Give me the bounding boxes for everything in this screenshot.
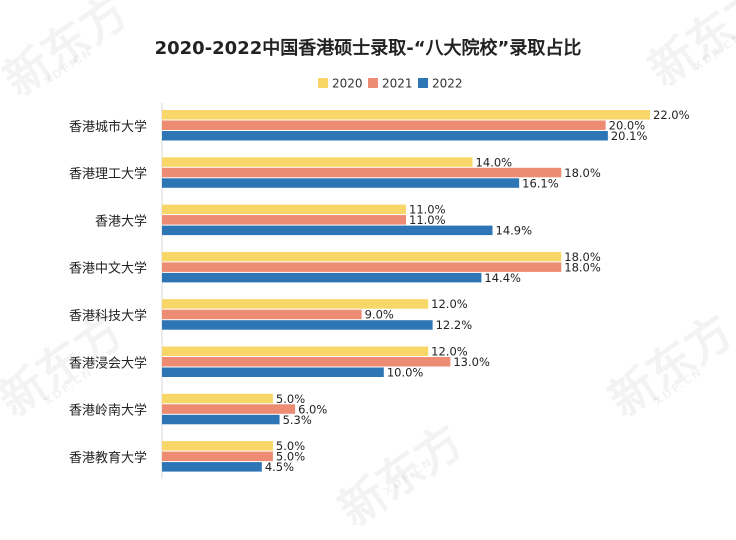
- bar-2021: [162, 262, 562, 272]
- bar-2021: [162, 357, 451, 367]
- bar-2020: [162, 110, 650, 120]
- data-label-2022: 20.1%: [611, 129, 648, 143]
- bar-2020: [162, 441, 273, 451]
- bar-2020: [162, 251, 562, 262]
- data-label-2021: 20.0%: [609, 119, 646, 133]
- data-label-2020: 12.0%: [431, 297, 468, 311]
- category-label: 香港科技大学: [69, 308, 147, 324]
- bar-2022: [162, 131, 608, 141]
- bar-2020: [162, 393, 273, 404]
- legend-label-2022: 2022: [432, 77, 463, 91]
- data-label-2021: 9.0%: [365, 308, 394, 322]
- category-label: 香港岭南大学: [69, 403, 147, 419]
- bar-2022: [162, 320, 433, 330]
- bar-2020: [162, 157, 473, 167]
- category-label: 香港教育大学: [69, 450, 147, 466]
- bar-2021: [162, 120, 606, 130]
- data-label-2022: 5.3%: [283, 413, 312, 427]
- category-label: 香港浸会大学: [69, 355, 147, 371]
- data-label-2021: 6.0%: [298, 402, 327, 416]
- data-label-2022: 14.4%: [484, 271, 521, 285]
- bar-2022: [162, 272, 482, 283]
- bar-2020: [162, 299, 429, 309]
- data-label-2022: 16.1%: [522, 176, 559, 190]
- data-label-2021: 18.0%: [564, 166, 601, 180]
- bar-2020: [162, 204, 406, 215]
- bar-2021: [162, 167, 562, 178]
- data-label-2020: 18.0%: [564, 250, 601, 264]
- data-label-2020: 12.0%: [431, 345, 468, 359]
- bar-2022: [162, 225, 493, 236]
- bar-2020: [162, 346, 429, 356]
- bar-2022: [162, 414, 280, 425]
- category-label: 香港城市大学: [69, 119, 147, 135]
- legend-swatch-2020: [318, 78, 328, 88]
- data-label-2021: 11.0%: [409, 213, 446, 227]
- data-label-2022: 10.0%: [387, 366, 424, 380]
- data-label-2020: 14.0%: [476, 155, 513, 169]
- bar-2022: [162, 462, 262, 472]
- data-label-2020: 11.0%: [409, 203, 446, 217]
- data-label-2020: 22.0%: [653, 108, 690, 122]
- bar-2022: [162, 367, 384, 377]
- bar-2021: [162, 215, 406, 225]
- data-label-2021: 18.0%: [564, 260, 601, 274]
- bar-2021: [162, 309, 362, 320]
- bar-chart: 2020-2022中国香港硕士录取-“八大院校”录取占比 2020 2021 2022…: [69, 37, 690, 479]
- bar-2021: [162, 404, 296, 414]
- category-label: 香港中文大学: [69, 261, 147, 277]
- bar-2021: [162, 451, 273, 462]
- category-label: 香港理工大学: [69, 166, 147, 182]
- legend-swatch-2021: [368, 78, 378, 88]
- legend-swatch-2022: [418, 78, 428, 88]
- bar-2022: [162, 178, 520, 188]
- data-label-2020: 5.0%: [276, 392, 305, 406]
- data-label-2022: 4.5%: [265, 460, 294, 474]
- legend-label-2021: 2021: [382, 77, 413, 91]
- chart-title: 2020-2022中国香港硕士录取-“八大院校”录取占比: [155, 37, 582, 59]
- category-label: 香港大学: [95, 213, 147, 229]
- legend-label-2020: 2020: [332, 77, 363, 91]
- data-label-2021: 5.0%: [276, 450, 305, 464]
- data-label-2022: 12.2%: [436, 318, 473, 332]
- data-label-2022: 14.9%: [496, 224, 533, 238]
- data-label-2020: 5.0%: [276, 439, 305, 453]
- data-label-2021: 13.0%: [453, 355, 490, 369]
